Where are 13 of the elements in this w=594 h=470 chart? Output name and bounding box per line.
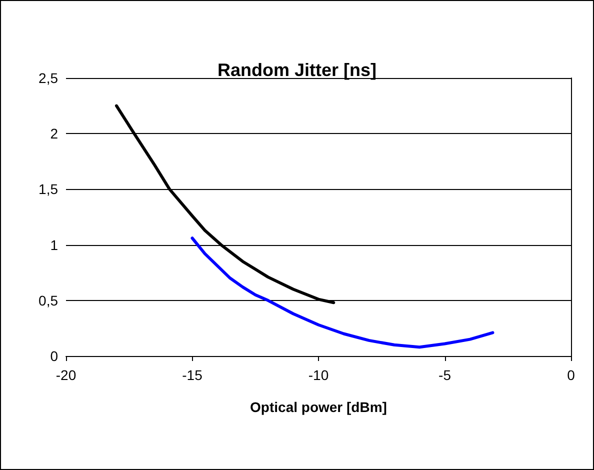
x-tick-label: -10 bbox=[308, 367, 329, 383]
y-tick-label: 2 bbox=[50, 126, 58, 142]
x-axis-title: Optical power [dBm] bbox=[250, 399, 387, 415]
y-tick-label: 1 bbox=[50, 236, 58, 253]
x-tick-label: -5 bbox=[438, 367, 452, 383]
line-series bbox=[190, 236, 494, 349]
y-tick-label: 1,5 bbox=[38, 181, 58, 198]
x-tick-label: -15 bbox=[182, 367, 203, 383]
y-tick-label: 2,5 bbox=[38, 70, 58, 86]
x-tick-label: 0 bbox=[567, 367, 576, 383]
y-tick-label: 0 bbox=[50, 348, 58, 364]
x-tick-label: -20 bbox=[56, 367, 76, 383]
y-tick-label: 0,5 bbox=[38, 292, 58, 308]
